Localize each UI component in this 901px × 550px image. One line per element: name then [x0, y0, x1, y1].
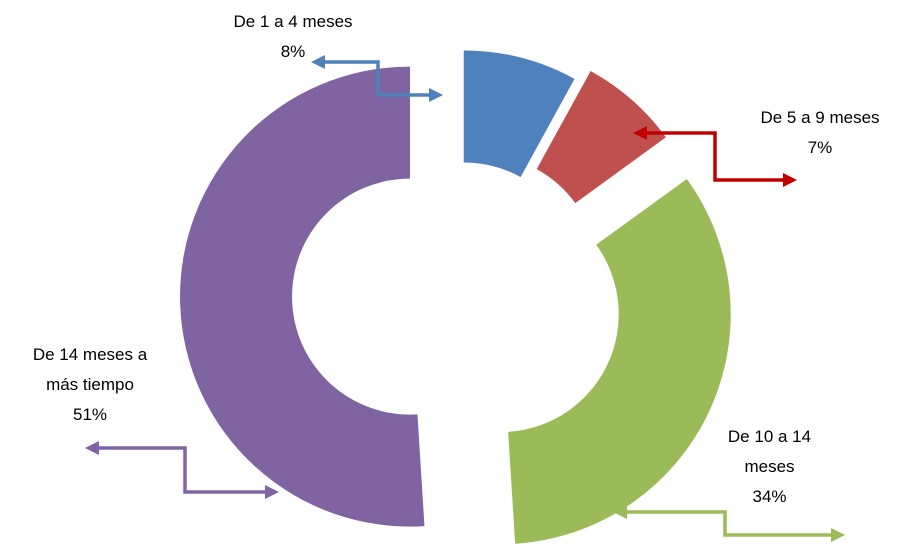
category-label: De 1 a 4 meses: [233, 12, 353, 31]
slice-label: De 14 meses a más tiempo 51%: [20, 340, 160, 430]
value-label: 51%: [72, 405, 108, 424]
leader-arrow: [85, 441, 279, 499]
slice-label: De 10 a 14 meses 34%: [712, 422, 827, 512]
leader-arrow: [311, 55, 443, 102]
leader-arrow: [633, 126, 797, 187]
slice-label: De 1 a 4 meses 8%: [213, 7, 373, 67]
donut-slice: [463, 50, 575, 178]
category-label: De 14 meses a más tiempo: [32, 345, 148, 394]
category-label: De 5 a 9 meses: [760, 108, 880, 127]
leader-arrow: [613, 505, 845, 542]
value-label: 8%: [280, 42, 306, 61]
slices: [180, 50, 731, 544]
donut-slice: [180, 66, 425, 527]
donut-slice: [536, 70, 666, 204]
slice-label: De 5 a 9 meses 7%: [740, 103, 900, 163]
value-label: 34%: [752, 487, 787, 506]
category-label: De 10 a 14 meses: [727, 427, 812, 476]
value-label: 7%: [807, 138, 833, 157]
donut-slice: [508, 178, 731, 544]
